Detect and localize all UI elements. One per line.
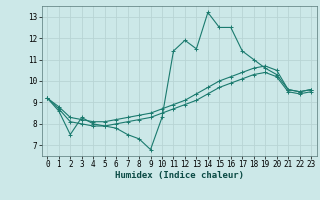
X-axis label: Humidex (Indice chaleur): Humidex (Indice chaleur) — [115, 171, 244, 180]
